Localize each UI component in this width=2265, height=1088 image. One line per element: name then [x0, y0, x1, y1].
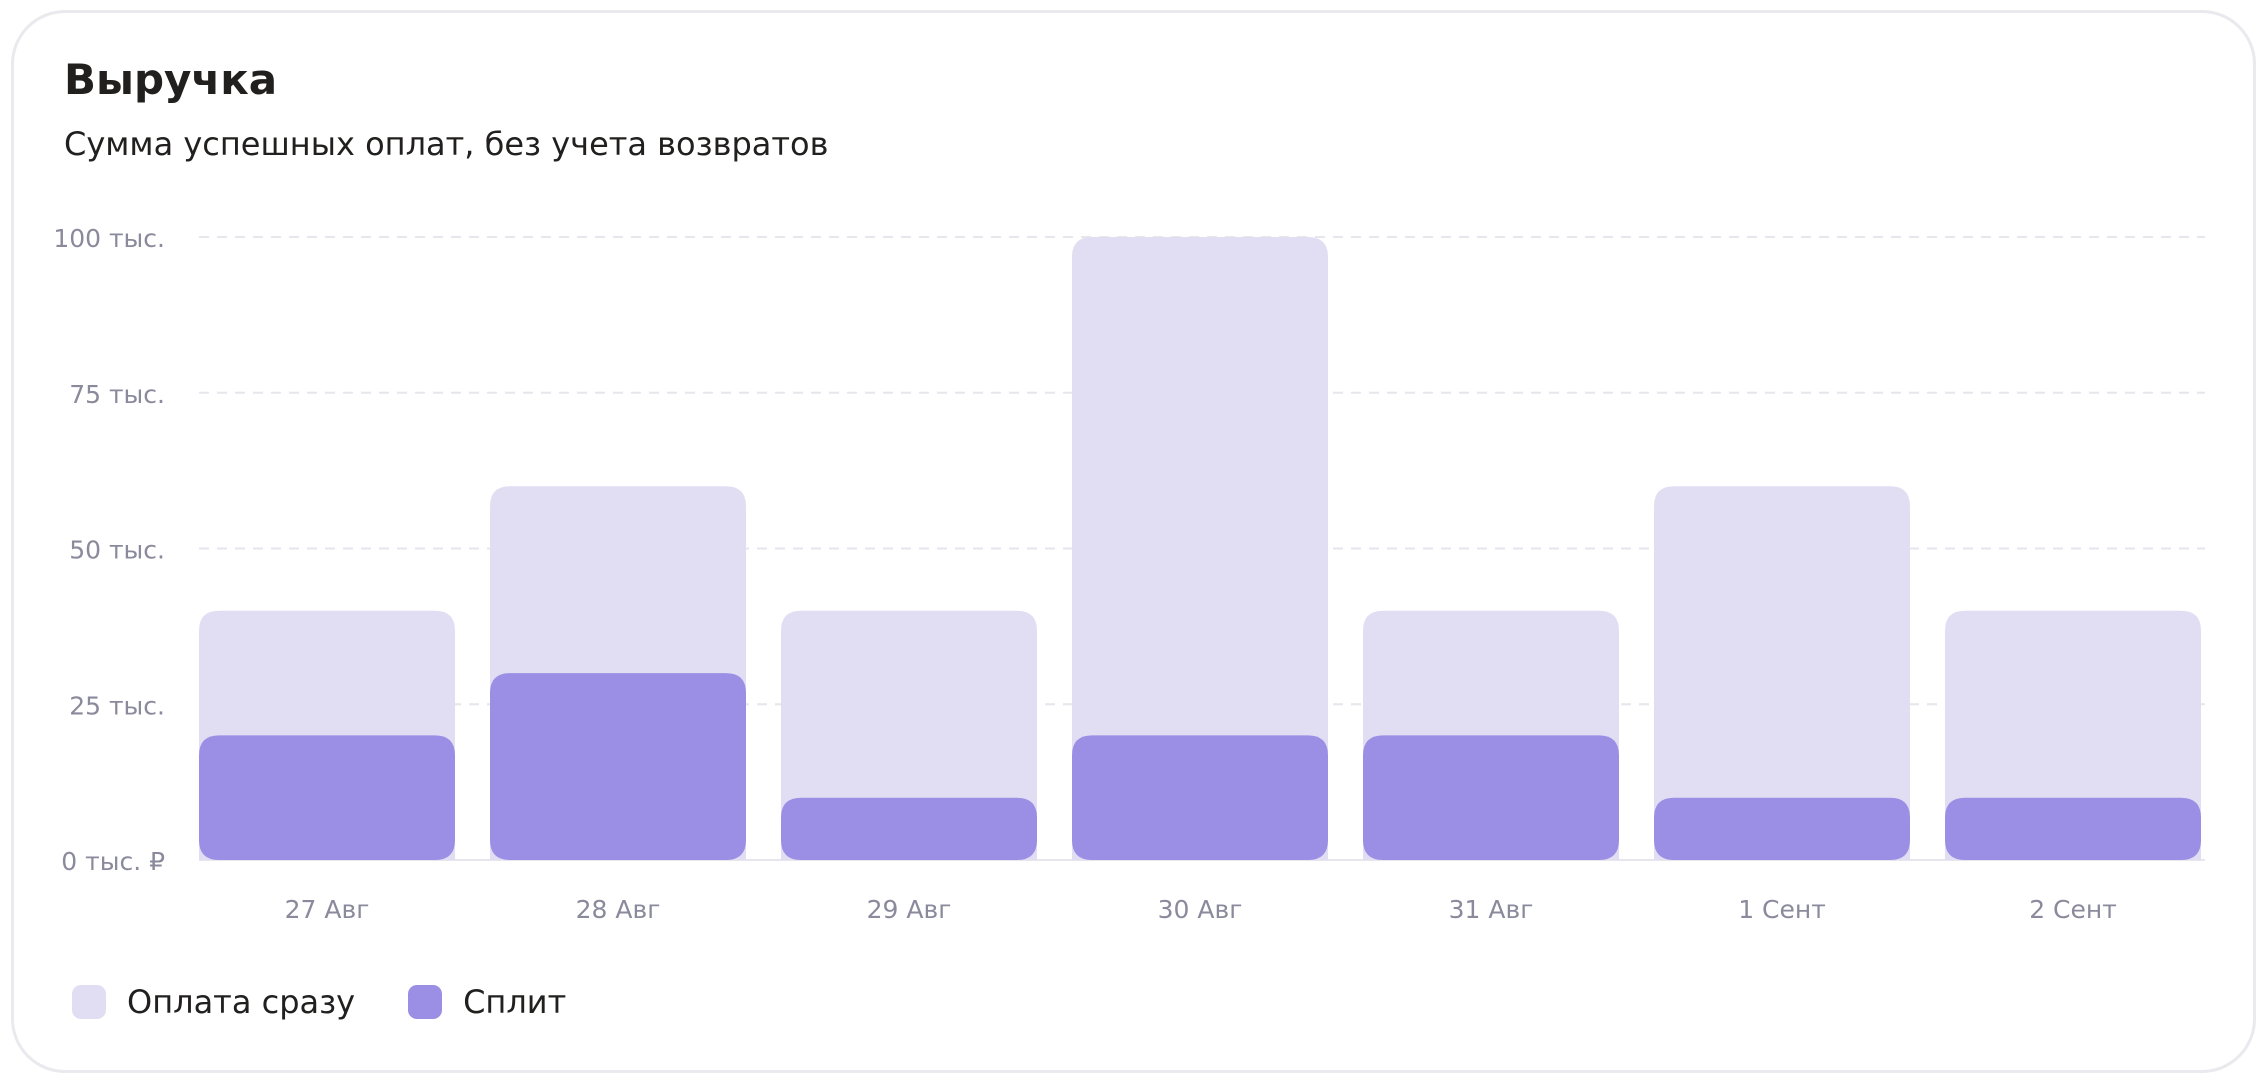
x-tick-label: 1 Сент — [1738, 895, 1826, 924]
y-tick-label: 75 тыс. — [69, 380, 165, 409]
bar-split — [490, 673, 746, 860]
x-tick-label: 2 Сент — [2029, 895, 2117, 924]
y-tick-label: 0 тыс. ₽ — [61, 847, 165, 876]
bar-split — [199, 735, 455, 860]
bar-split — [1363, 735, 1619, 860]
legend-label-split: Сплит — [463, 983, 567, 1021]
y-tick-label: 25 тыс. — [69, 691, 165, 720]
x-tick-label: 27 Авг — [285, 895, 370, 924]
chart-legend: Оплата сразу Сплит — [72, 976, 619, 1028]
y-tick-label: 50 тыс. — [69, 536, 165, 565]
legend-item-split[interactable]: Сплит — [408, 983, 566, 1021]
legend-item-immediate[interactable]: Оплата сразу — [72, 983, 355, 1021]
bar-split — [1654, 797, 1910, 860]
x-tick-label: 30 Авг — [1158, 895, 1243, 924]
bar-immediate — [1072, 237, 1328, 860]
bar-split — [1072, 735, 1328, 860]
bar-split — [781, 797, 1037, 860]
y-tick-label: 100 тыс. — [53, 224, 165, 253]
chart-subtitle: Сумма успешных оплат, без учета возврато… — [64, 125, 829, 163]
chart-title: Выручка — [64, 55, 278, 104]
legend-swatch-split — [408, 985, 443, 1019]
bar-immediate — [1654, 486, 1910, 860]
x-tick-label: 28 Авг — [576, 895, 661, 924]
x-tick-label: 29 Авг — [867, 895, 952, 924]
legend-label-immediate: Оплата сразу — [127, 983, 356, 1021]
legend-swatch-immediate — [72, 985, 106, 1019]
x-tick-label: 31 Авг — [1449, 895, 1534, 924]
bar-split — [1945, 797, 2201, 860]
